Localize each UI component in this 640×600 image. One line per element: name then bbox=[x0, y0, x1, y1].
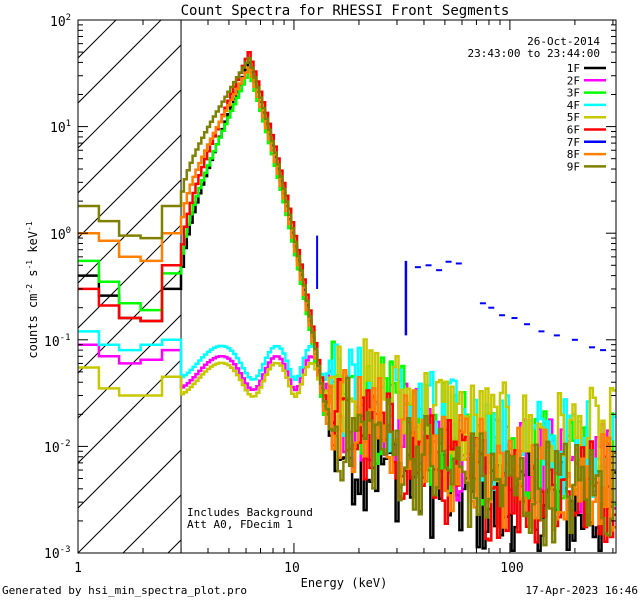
series-9F-line bbox=[78, 56, 616, 547]
legend-label-9F: 9F bbox=[567, 160, 580, 173]
plot-frame bbox=[77, 19, 617, 554]
hatch-line bbox=[618, 20, 640, 553]
y-axis-label: counts cm-2 s-1 keV-1 bbox=[25, 221, 40, 358]
hatch-line bbox=[78, 224, 182, 329]
legend-label-1F: 1F bbox=[567, 62, 580, 75]
hatch-line bbox=[78, 134, 182, 239]
series-8F-line bbox=[78, 66, 616, 532]
time-range-label: 23:43:00 to 23:44:00 bbox=[468, 47, 600, 60]
date-label: 26-Oct-2014 bbox=[527, 35, 600, 48]
hatch-line bbox=[0, 20, 71, 553]
attenuator-note: Att A0, FDecim 1 bbox=[187, 518, 293, 531]
chart-title: Count Spectra for RHESSI Front Segments bbox=[181, 3, 510, 19]
legend-label-5F: 5F bbox=[567, 111, 580, 124]
hatch-line bbox=[78, 44, 182, 149]
background-note: Includes Background bbox=[187, 506, 313, 519]
hatch-line bbox=[78, 449, 182, 553]
series-4F-line bbox=[78, 330, 616, 498]
y-tick-label-10: 101 bbox=[50, 119, 71, 136]
generated-by-footer: Generated by hsi_min_spectra_plot.pro bbox=[2, 584, 247, 597]
series-3F-line bbox=[78, 70, 616, 514]
legend-label-2F: 2F bbox=[567, 74, 580, 87]
y-tick-label-0.001: 10-3 bbox=[44, 545, 71, 562]
hatch-line bbox=[122, 494, 182, 553]
legend-label-8F: 8F bbox=[567, 148, 580, 161]
x-tick-label-10: 10 bbox=[284, 561, 300, 576]
x-tick-label-1: 1 bbox=[74, 561, 82, 576]
y-tick-label-0.01: 10-2 bbox=[44, 439, 71, 456]
hatch-line bbox=[78, 269, 182, 374]
y-tick-labels: 102 101 100 10-1 10-2 10-3 bbox=[44, 13, 71, 562]
legend-label-3F: 3F bbox=[567, 87, 580, 100]
x-axis-label: Energy (keV) bbox=[301, 576, 388, 590]
y-tick-label-1: 100 bbox=[50, 226, 71, 243]
x-tick-labels: 1 10 100 bbox=[74, 561, 524, 576]
legend-label-4F: 4F bbox=[567, 99, 580, 112]
hatch-line bbox=[78, 89, 182, 194]
legend-label-6F: 6F bbox=[567, 124, 580, 137]
series-layer bbox=[78, 51, 616, 552]
x-tick-label-100: 100 bbox=[500, 561, 523, 576]
legend-label-7F: 7F bbox=[567, 136, 580, 149]
axis-ticks bbox=[77, 19, 616, 554]
hatch-line bbox=[78, 404, 182, 509]
y-tick-label-100: 102 bbox=[50, 13, 71, 30]
y-tick-label-0.1: 10-1 bbox=[44, 333, 71, 350]
timestamp-footer: 17-Apr-2023 16:46 bbox=[525, 584, 638, 597]
